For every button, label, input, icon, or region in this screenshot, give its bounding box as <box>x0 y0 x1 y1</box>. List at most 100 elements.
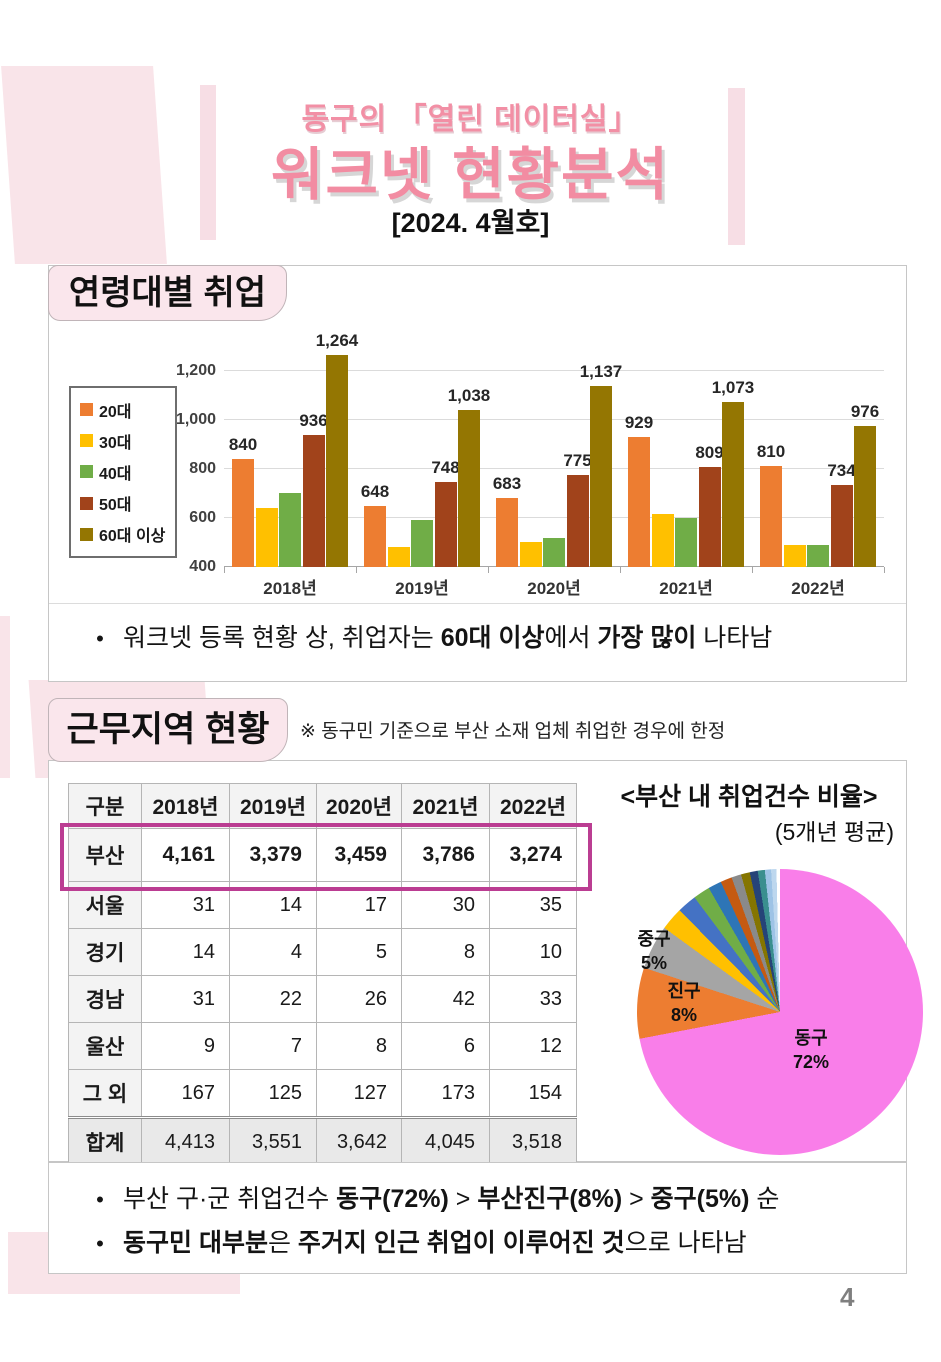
bar-40대-2022년 <box>807 544 829 567</box>
x-axis-tick <box>620 567 621 573</box>
legend-item: 50대 <box>80 491 166 515</box>
y-axis-tick-label: 600 <box>189 508 216 526</box>
table-cell: 30 <box>401 881 490 929</box>
bar-60대 이상-2018년 <box>326 354 348 567</box>
page-number: 4 <box>840 1282 855 1312</box>
table-cell: 3,518 <box>489 1116 577 1166</box>
table-header-cell: 2020년 <box>316 783 402 829</box>
bullet-text-segment: 순 <box>749 1185 780 1213</box>
bar-data-label: 683 <box>492 473 522 493</box>
table-cell: 5 <box>316 928 402 976</box>
x-axis-tick <box>356 567 357 573</box>
x-axis-tick <box>488 567 489 573</box>
bullet-text-segment: 동구민 대부분 <box>123 1229 268 1257</box>
bar-30대-2022년 <box>783 544 806 567</box>
table-cell: 7 <box>229 1022 317 1070</box>
table-cell: 4 <box>229 928 317 976</box>
bar-50대-2018년 <box>302 435 325 567</box>
age-group-bar-chart: 400 600 800 1,000 1,200 2018년 2019년 2020년 2021년 2… <box>176 326 885 598</box>
bar-30대-2018년 <box>255 508 278 567</box>
pie-slice-percent: 72% <box>792 1052 830 1073</box>
gridline <box>224 369 884 371</box>
header-issue-date: [2024. 4월호] <box>391 208 550 238</box>
bar-50대-2019년 <box>434 481 457 567</box>
table-cell: 125 <box>229 1069 317 1118</box>
legend-label: 40대 <box>99 465 132 483</box>
busan-share-pie-chart <box>637 869 923 1155</box>
bar-50대-2020년 <box>566 474 589 567</box>
bar-30대-2019년 <box>387 547 410 567</box>
legend-color-chip <box>80 496 93 510</box>
bar-30대-2021년 <box>651 514 674 567</box>
bar-data-label: 1,038 <box>447 386 491 406</box>
table-cell: 173 <box>401 1069 490 1118</box>
bar-data-label: 810 <box>756 442 786 462</box>
table-row-경남: 경남 31 22 26 42 33 <box>68 975 577 1023</box>
section2-bullet-2: • 동구민 대부분은 주거지 인근 취업이 이루어진 것으로 나타남 <box>77 1223 894 1259</box>
x-axis-tick <box>884 567 885 573</box>
bar-60대 이상-2020년 <box>590 386 612 567</box>
table-header-cell: 구분 <box>68 783 142 829</box>
x-axis-category-label: 2021년 <box>659 579 713 598</box>
legend-item: 40대 <box>80 460 166 484</box>
table-cell: 4,045 <box>401 1116 490 1166</box>
legend-label: 50대 <box>99 497 132 515</box>
bar-20대-2020년 <box>496 497 518 567</box>
table-cell: 22 <box>229 975 317 1023</box>
page-title: 워크넷 현황분석 <box>271 143 670 207</box>
bar-data-label: 809 <box>695 442 724 462</box>
x-axis-category-label: 2019년 <box>395 579 449 598</box>
section1-box: 20대 30대 40대 50대 60대 이상 400 600 800 1,000 1,200 20… <box>48 265 907 682</box>
table-cell: 4,413 <box>141 1116 230 1166</box>
bar-50대-2021년 <box>698 466 721 567</box>
table-row-합계: 합계 4,413 3,551 3,642 4,045 3,518 <box>68 1116 577 1166</box>
gridline <box>224 418 884 420</box>
table-cell: 6 <box>401 1022 490 1070</box>
legend-color-chip <box>80 527 93 541</box>
bar-20대-2019년 <box>364 506 386 567</box>
x-axis-category-label: 2022년 <box>791 579 845 598</box>
y-axis-tick-label: 400 <box>189 558 216 575</box>
pie-slice-name: 중구 <box>637 929 671 949</box>
table-row-label: 서울 <box>68 881 142 929</box>
table-row-label: 경기 <box>68 928 142 976</box>
table-cell: 9 <box>141 1022 230 1070</box>
table-row-그 외: 그 외 167 125 127 173 154 <box>68 1069 577 1118</box>
bar-30대-2020년 <box>519 542 542 567</box>
table-cell: 14 <box>229 881 317 929</box>
pie-slice-name: 동구 <box>794 1028 828 1048</box>
bar-60대 이상-2019년 <box>458 410 480 567</box>
bullet-text-segment: 부산진구(8%) <box>477 1185 623 1213</box>
table-row-label: 합계 <box>68 1116 142 1166</box>
pie-slice-name: 진구 <box>667 981 701 1001</box>
x-axis-tick <box>752 567 753 573</box>
section2-bullet-1: • 부산 구·군 취업건수 동구(72%) > 부산진구(8%) > 중구(5%)… <box>77 1179 894 1215</box>
bullet-dot: • <box>96 1231 104 1256</box>
bar-data-label: 936 <box>299 411 328 431</box>
section1-bullet: • 워크넷 등록 현황 상, 취업자는 60대 이상에서 가장 많이 나타남 <box>77 618 894 654</box>
bar-data-label: 734 <box>827 461 856 480</box>
table-cell: 33 <box>489 975 577 1023</box>
bullet-text-segment: 나타남 <box>696 624 773 652</box>
bullet-text-segment: 60대 이상 <box>440 624 545 652</box>
pie-chart-title: <부산 내 취업건수 비율> <box>620 783 878 811</box>
table-cell: 3,786 <box>401 828 490 882</box>
bullet-text-segment: 중구(5%) <box>650 1185 750 1213</box>
table-row-label: 울산 <box>68 1022 142 1070</box>
table-cell: 10 <box>489 928 577 976</box>
bar-data-label: 648 <box>360 482 390 502</box>
table-row-서울: 서울 31 14 17 30 35 <box>68 881 577 929</box>
section2-box: 구분 2018년 2019년 2020년 2021년 2022년 부산 4,161 3,379 3… <box>48 760 923 1166</box>
table-cell: 4,161 <box>141 828 230 882</box>
bar-data-label: 976 <box>850 401 880 421</box>
table-cell: 3,642 <box>316 1116 402 1166</box>
bar-50대-2022년 <box>830 485 853 567</box>
table-cell: 31 <box>141 975 230 1023</box>
legend-label: 30대 <box>99 434 132 452</box>
pie-slice-percent: 5% <box>640 953 667 974</box>
bar-data-label: 1,264 <box>315 330 359 350</box>
pie-chart-subtitle: (5개년 평균) <box>774 819 894 845</box>
legend-item: 20대 <box>80 398 166 422</box>
table-cell: 42 <box>401 975 490 1023</box>
